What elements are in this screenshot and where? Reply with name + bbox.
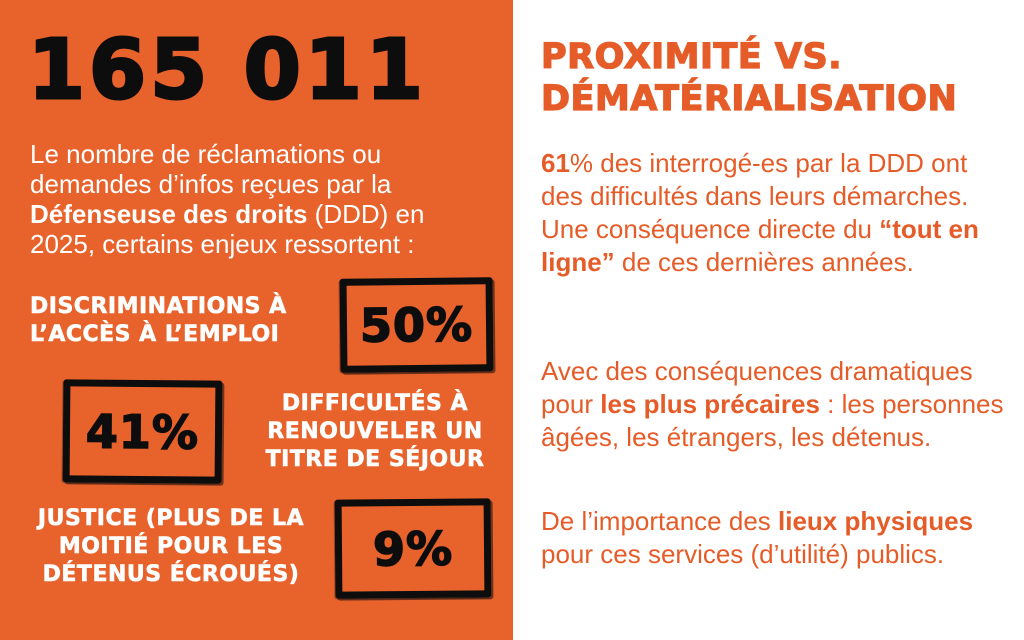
- left-panel: 165 011 Le nombre de réclamations ou dem…: [0, 0, 513, 640]
- paragraph-segment-bold: lieux physiques: [778, 506, 974, 536]
- paragraph-consequences: Avec des conséquences dramatiques pour l…: [541, 355, 1007, 454]
- paragraph-lieux-physiques: De l’importance des lieux physiques pour…: [541, 505, 1007, 571]
- stat-label-discriminations: DISCRIMINATIONS À L’ACCÈS À L’EMPLOI: [30, 294, 287, 348]
- paragraph-segment: : les personnes âgées, les étrangers, le…: [541, 389, 1004, 452]
- stat-box-titre-sejour: 41%: [62, 379, 223, 484]
- stat-box-discriminations: 50%: [339, 277, 494, 373]
- right-heading: PROXIMITÉ VS. DÉMATÉRIALISATION: [540, 36, 958, 119]
- paragraph-segment: De l’importance des: [541, 506, 778, 536]
- stat-label-titre-sejour: DIFFICULTÉS À RENOUVELER UN TITRE DE SÉJ…: [265, 391, 485, 473]
- paragraph-segment: % des interrogé-es par la DDD ont des di…: [541, 148, 969, 244]
- intro-segment: Le nombre de réclamations ou demandes d’…: [30, 139, 392, 199]
- big-number: 165 011: [27, 23, 427, 118]
- paragraph-segment-bold: “tout en ligne”: [541, 214, 979, 277]
- right-panel: PROXIMITÉ VS. DÉMATÉRIALISATION 61% des …: [513, 0, 1024, 640]
- intro-text: Le nombre de réclamations ou demandes d’…: [30, 139, 482, 259]
- stat-value-discriminations: 50%: [359, 297, 474, 354]
- intro-segment-bold: Défenseuse des droits: [30, 199, 308, 229]
- stat-label-justice: JUSTICE (PLUS DE LA MOITIÉ POUR LES DÉTE…: [37, 506, 305, 588]
- paragraph-segment-bold: les plus précaires: [600, 389, 820, 419]
- stat-value-justice: 9%: [372, 520, 454, 576]
- paragraph-segment: de ces dernières années.: [614, 247, 914, 277]
- paragraph-segment: pour ces services (d’utilité) publics.: [541, 539, 945, 569]
- intro-segment: (DDD) en 2025, certains enjeux ressorten…: [30, 199, 425, 259]
- paragraph-segment: Avec des conséquences dramatiques pour: [541, 356, 973, 419]
- stat-box-justice: 9%: [334, 498, 492, 599]
- paragraph-dematerialisation: 61% des interrogé-es par la DDD ont des …: [541, 147, 1007, 279]
- stat-value-titre-sejour: 41%: [85, 403, 200, 460]
- paragraph-segment-bold: 61: [541, 148, 570, 178]
